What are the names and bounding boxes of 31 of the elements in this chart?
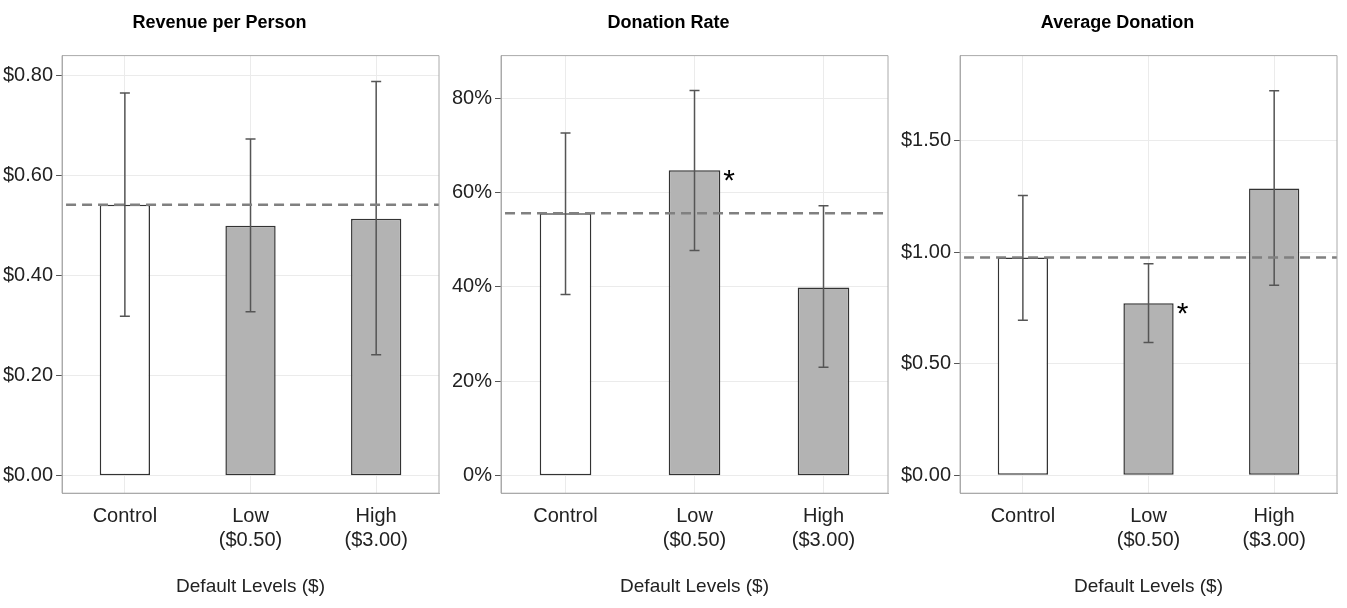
x-tick-label: Control [92, 503, 158, 526]
y-tick-label: 40% [452, 274, 493, 297]
x-tick-label: High ($3.00) [344, 503, 408, 550]
y-tick-label: $1.00 [900, 239, 952, 262]
x-tick-label: Control [533, 503, 598, 526]
chart-title: Donation Rate [607, 11, 730, 32]
y-tick-label: 20% [452, 368, 493, 391]
x-axis-title: Default Levels ($) [176, 574, 325, 596]
y-tick-label: $0.40 [2, 263, 54, 286]
x-tick-label: High ($3.00) [791, 503, 856, 550]
x-tick-label: Low ($0.50) [218, 503, 283, 550]
annotation: * [1176, 296, 1189, 330]
annotation: * [723, 163, 736, 197]
chart-title: Average Donation [1040, 11, 1195, 32]
y-tick-label: 80% [452, 85, 493, 108]
x-tick-label: Low ($0.50) [662, 503, 727, 550]
y-tick-label: $0.50 [900, 351, 952, 374]
x-axis-title: Default Levels ($) [620, 574, 769, 596]
chart-title: Revenue per Person [132, 11, 307, 32]
x-tick-label: Control [990, 503, 1056, 526]
y-tick-label: $0.60 [2, 163, 54, 186]
y-tick-label: 0% [463, 463, 493, 486]
x-tick-label: High ($3.00) [1242, 503, 1306, 550]
y-tick-label: 60% [452, 180, 493, 203]
y-tick-label: $1.50 [900, 127, 952, 150]
y-tick-label: $0.80 [2, 63, 54, 86]
y-tick-label: $0.00 [900, 462, 952, 485]
x-axis-title: Default Levels ($) [1074, 574, 1223, 596]
y-tick-label: $0.20 [2, 363, 54, 386]
y-tick-label: $0.00 [2, 463, 54, 486]
x-tick-label: Low ($0.50) [1116, 503, 1181, 550]
